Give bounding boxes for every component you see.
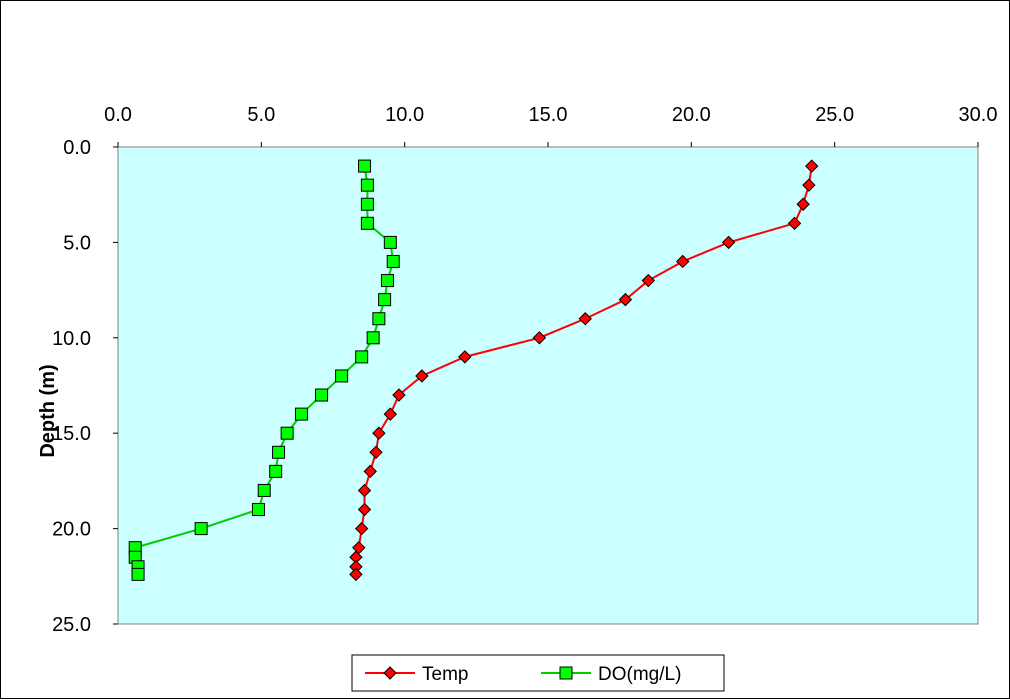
data-point-do-mg-l — [131, 567, 145, 581]
data-point-temp — [369, 445, 383, 459]
x-tick-label: 15.0 — [529, 104, 568, 126]
data-point-do-mg-l — [269, 464, 283, 478]
data-point-temp — [357, 502, 372, 517]
data-point-temp — [349, 567, 363, 582]
data-point-temp — [796, 197, 810, 211]
data-point-temp — [802, 178, 816, 192]
legend-item-temp: Temp — [365, 664, 468, 685]
data-point-do-mg-l — [383, 235, 397, 249]
y-tick-label: 15.0 — [52, 423, 91, 445]
data-point-temp — [721, 235, 736, 250]
y-tick-label: 5.0 — [63, 232, 91, 254]
data-point-do-mg-l — [386, 254, 400, 268]
data-point-do-mg-l — [272, 445, 286, 459]
y-axis-title: Depth (m) — [37, 364, 59, 457]
y-tick-label: 20.0 — [52, 519, 91, 541]
data-point-do-mg-l — [280, 426, 294, 440]
x-tick-label: 20.0 — [672, 104, 711, 126]
legend-item-do-mg-l: DO(mg/L) — [541, 664, 681, 685]
x-tick-label: 0.0 — [104, 104, 132, 126]
data-point-temp — [383, 407, 398, 421]
data-point-temp — [354, 521, 369, 536]
data-point-do-mg-l — [194, 522, 208, 536]
data-point-temp — [357, 483, 372, 498]
data-point-do-mg-l — [335, 369, 349, 383]
data-point-do-mg-l — [358, 159, 372, 173]
data-point-temp — [532, 331, 547, 345]
data-point-do-mg-l — [360, 178, 374, 192]
data-point-temp — [415, 369, 429, 383]
series-layer — [128, 159, 819, 582]
data-point-temp — [458, 350, 472, 364]
data-point-temp — [392, 388, 406, 402]
x-tick-label: 25.0 — [815, 104, 854, 126]
data-point-do-mg-l — [355, 350, 369, 364]
series-do-mg-l — [128, 159, 400, 581]
data-point-do-mg-l — [294, 407, 308, 421]
data-point-do-mg-l — [378, 293, 392, 307]
y-tick-label: 0.0 — [63, 137, 91, 159]
data-point-do-mg-l — [366, 331, 380, 345]
x-tick-label: 5.0 — [247, 104, 275, 126]
data-point-do-mg-l — [251, 503, 265, 517]
data-point-temp — [578, 312, 592, 326]
legend-label-do-mg-l: DO(mg/L) — [598, 664, 681, 685]
y-axis: 0.0 5.0 10.0 15.0 20.0 25.0 — [52, 137, 118, 636]
legend-label-temp: Temp — [422, 664, 468, 685]
legend-marker-temp — [383, 666, 397, 680]
data-point-temp — [676, 254, 690, 269]
data-point-do-mg-l — [360, 216, 374, 230]
legend-marker-do-mg-l — [559, 666, 573, 680]
plot-area — [117, 146, 979, 625]
data-point-do-mg-l — [315, 388, 329, 402]
x-tick-label: 30.0 — [959, 104, 998, 126]
data-point-temp — [787, 216, 802, 231]
data-point-temp — [641, 273, 656, 288]
y-tick-label: 25.0 — [52, 614, 91, 636]
data-point-temp — [618, 292, 633, 307]
x-axis: 0.0 5.0 10.0 15.0 20.0 25.0 30.0 — [104, 104, 997, 147]
data-point-do-mg-l — [360, 197, 374, 211]
data-point-do-mg-l — [380, 274, 394, 288]
data-point-temp — [805, 159, 819, 173]
legend: Temp DO(mg/L) — [351, 654, 725, 692]
data-point-temp — [372, 426, 386, 440]
y-tick-label: 10.0 — [52, 328, 91, 350]
series-temp — [349, 159, 819, 582]
data-point-do-mg-l — [257, 483, 271, 497]
data-point-temp — [363, 464, 377, 479]
x-tick-label: 10.0 — [385, 104, 424, 126]
data-point-do-mg-l — [372, 312, 386, 326]
